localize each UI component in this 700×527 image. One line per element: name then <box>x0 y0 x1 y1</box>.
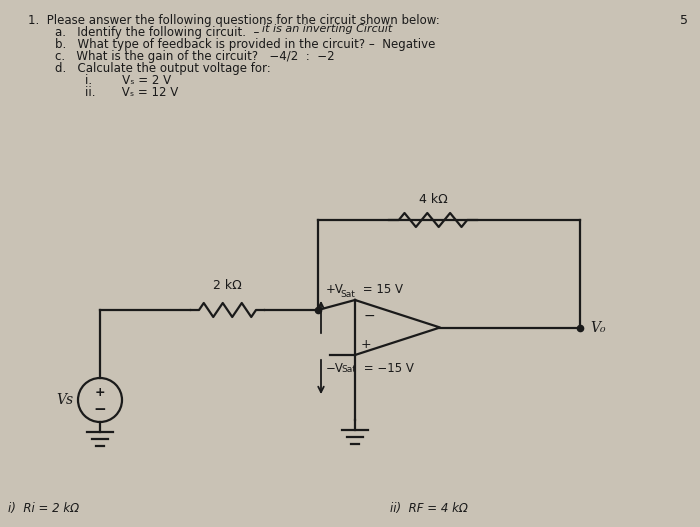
Text: +V: +V <box>326 283 344 296</box>
Text: 5: 5 <box>680 14 688 27</box>
Text: +: + <box>94 386 105 399</box>
Text: = −15 V: = −15 V <box>360 362 414 375</box>
Text: −: − <box>364 309 376 323</box>
Text: ii)  RF = 4 kΩ: ii) RF = 4 kΩ <box>390 502 468 515</box>
Text: Sat: Sat <box>341 365 356 374</box>
Text: V₀: V₀ <box>590 320 606 335</box>
Text: Sat: Sat <box>340 290 355 299</box>
Text: −V: −V <box>326 362 344 375</box>
Text: 2 kΩ: 2 kΩ <box>213 279 242 292</box>
Text: = 15 V: = 15 V <box>359 283 403 296</box>
Text: 4 kΩ: 4 kΩ <box>419 193 447 206</box>
Text: i.        Vₛ = 2 V: i. Vₛ = 2 V <box>85 74 171 87</box>
Text: +: + <box>361 338 372 351</box>
Text: c.   What is the gain of the circuit?   −4/2  :  −2: c. What is the gain of the circuit? −4/2… <box>55 50 335 63</box>
Text: ii.       Vₛ = 12 V: ii. Vₛ = 12 V <box>85 86 178 99</box>
Text: b.   What type of feedback is provided in the circuit? –  Negative: b. What type of feedback is provided in … <box>55 38 435 51</box>
Text: i)  Ri = 2 kΩ: i) Ri = 2 kΩ <box>8 502 79 515</box>
Text: 1.  Please answer the following questions for the circuit shown below:: 1. Please answer the following questions… <box>28 14 440 27</box>
Text: Vs: Vs <box>57 393 74 407</box>
Text: −: − <box>94 402 106 416</box>
Text: a.   Identify the following circuit.  –: a. Identify the following circuit. – <box>55 26 260 39</box>
Text: d.   Calculate the output voltage for:: d. Calculate the output voltage for: <box>55 62 271 75</box>
Text: it is an inverting Circuit: it is an inverting Circuit <box>262 24 392 34</box>
